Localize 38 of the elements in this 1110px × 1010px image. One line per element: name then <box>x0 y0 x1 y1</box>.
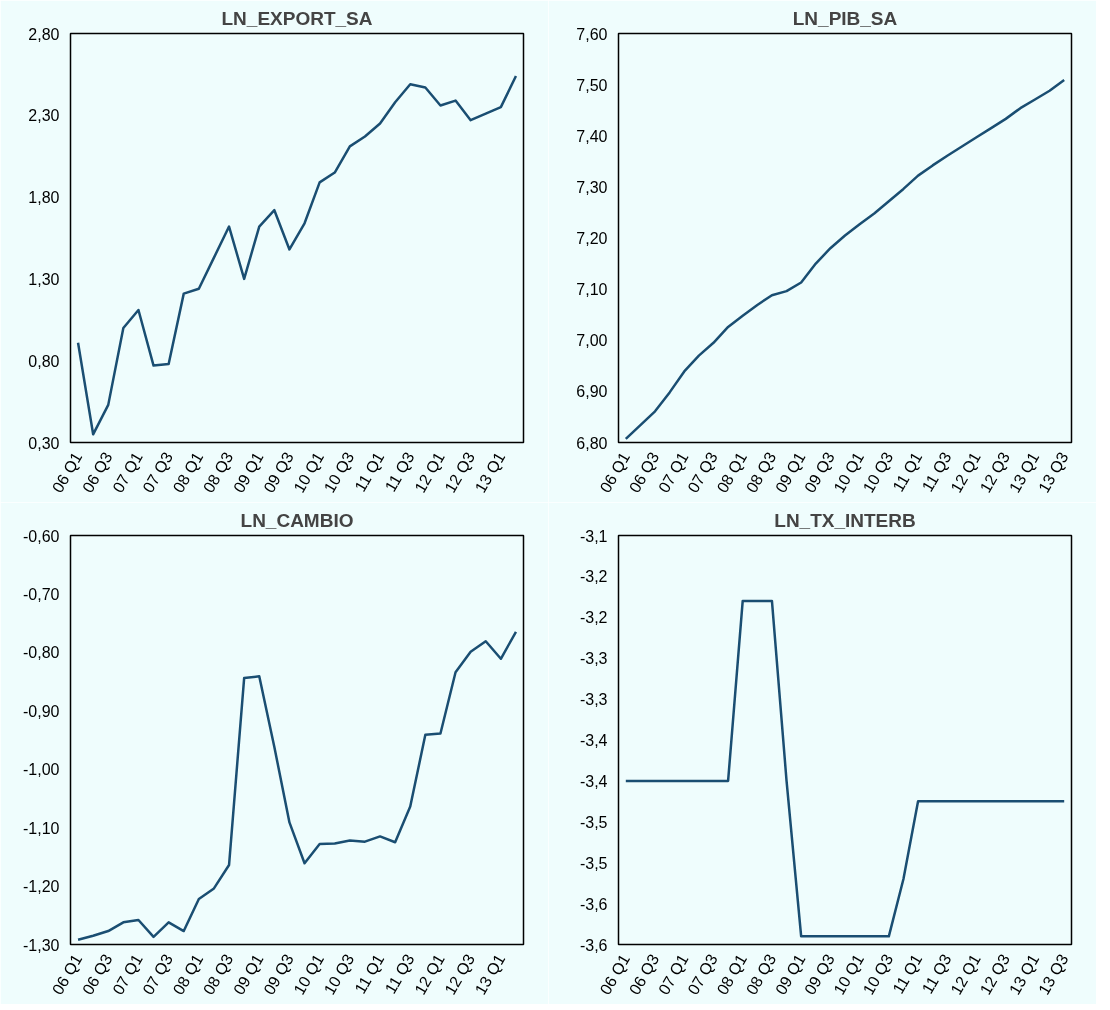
y-tick-label: 7,40 <box>576 127 608 145</box>
y-tick-label: -3,6 <box>579 936 608 954</box>
y-tick-label: -3,2 <box>579 609 608 627</box>
y-tick-label: 7,50 <box>576 76 608 94</box>
y-tick-label: 0,80 <box>28 352 60 370</box>
y-tick-label: 6,90 <box>576 383 608 401</box>
y-tick-label: -3,3 <box>579 691 608 709</box>
chart-title: LN_PIB_SA <box>792 7 898 29</box>
y-tick-label: -0,80 <box>23 644 60 662</box>
y-tick-label: 1,30 <box>28 270 60 288</box>
y-tick-label: 1,80 <box>28 189 60 207</box>
y-tick-label: 2,80 <box>28 25 60 43</box>
y-tick-label: -3,5 <box>579 854 608 872</box>
y-tick-label: 2,30 <box>28 107 60 125</box>
y-tick-label: 7,00 <box>576 332 608 350</box>
chart-title: LN_EXPORT_SA <box>221 7 373 29</box>
chart-title: LN_TX_INTERB <box>774 509 916 531</box>
y-tick-label: -3,2 <box>579 568 608 586</box>
y-tick-label: -0,60 <box>23 527 60 545</box>
y-tick-label: 0,30 <box>28 434 60 452</box>
y-tick-label: -1,20 <box>23 878 60 896</box>
y-tick-label: -3,4 <box>579 732 608 749</box>
y-tick-label: -3,4 <box>579 772 608 790</box>
y-tick-label: -0,90 <box>23 702 60 720</box>
y-tick-label: 7,10 <box>576 281 608 299</box>
y-tick-label: -3,3 <box>579 650 608 668</box>
y-tick-label: -3,6 <box>579 895 608 913</box>
y-tick-label: 7,60 <box>576 25 608 43</box>
y-tick-label: -3,1 <box>579 527 608 545</box>
chart-title: LN_CAMBIO <box>240 509 354 531</box>
y-tick-label: -0,70 <box>23 585 60 603</box>
y-tick-label: 6,80 <box>576 434 608 452</box>
y-tick-label: -3,5 <box>579 813 608 831</box>
y-tick-label: -1,00 <box>23 761 60 779</box>
y-tick-label: -1,10 <box>23 819 60 837</box>
y-tick-label: 7,30 <box>576 178 608 196</box>
y-tick-label: 7,20 <box>576 230 608 247</box>
y-tick-label: -1,30 <box>23 936 60 954</box>
